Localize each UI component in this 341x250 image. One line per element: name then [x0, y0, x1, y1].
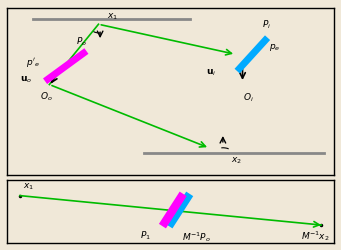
- Text: $x_2$: $x_2$: [231, 156, 242, 166]
- Text: $\mathbf{u}_i$: $\mathbf{u}_i$: [206, 68, 216, 78]
- Text: $\mathbf{u}_o$: $\mathbf{u}_o$: [20, 74, 32, 85]
- Text: $M^{-1}P_o$: $M^{-1}P_o$: [182, 230, 211, 244]
- Text: $P_1$: $P_1$: [140, 230, 151, 242]
- Text: $p_e$: $p_e$: [269, 42, 280, 53]
- Text: $O_i$: $O_i$: [242, 91, 253, 104]
- Text: $x_1$: $x_1$: [107, 11, 118, 22]
- Text: $O_o$: $O_o$: [40, 90, 52, 102]
- Text: $p'_e$: $p'_e$: [27, 56, 40, 69]
- Text: $x_1$: $x_1$: [23, 182, 34, 192]
- Text: $P_i$: $P_i$: [262, 18, 271, 31]
- Text: $M^{-1}x_2$: $M^{-1}x_2$: [301, 229, 330, 243]
- Text: $P_o$: $P_o$: [76, 35, 87, 48]
